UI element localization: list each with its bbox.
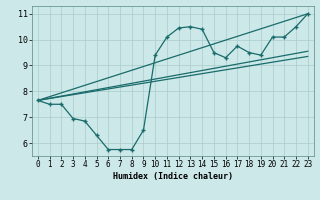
X-axis label: Humidex (Indice chaleur): Humidex (Indice chaleur) <box>113 172 233 181</box>
